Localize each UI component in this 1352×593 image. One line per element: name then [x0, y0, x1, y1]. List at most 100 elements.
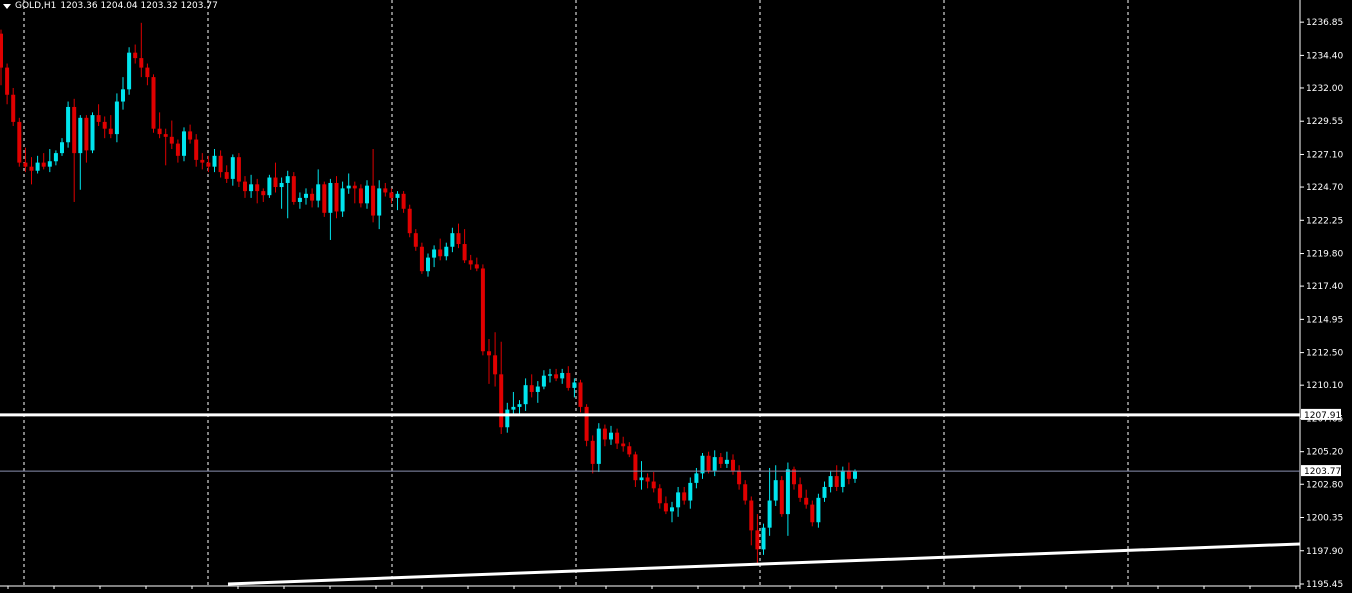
symbol-label: GOLD,H1	[15, 1, 57, 11]
candle-bear	[200, 153, 205, 170]
chart-header: GOLD,H1 1203.36 1204.04 1203.32 1203.77	[3, 0, 218, 12]
candle-body	[602, 428, 607, 440]
candle-body	[291, 176, 296, 202]
candle-body	[383, 188, 388, 193]
candle-bear	[755, 514, 760, 565]
candle-bear	[474, 257, 479, 272]
candle-bear	[846, 462, 851, 485]
candle-bear	[224, 165, 229, 183]
candle-body	[645, 477, 650, 482]
candle-body	[596, 428, 601, 464]
candle-bull	[828, 470, 833, 493]
candles	[0, 22, 857, 565]
candle-body	[206, 162, 211, 167]
candle-body	[480, 268, 485, 352]
candle-bull	[249, 174, 254, 198]
candle-body	[426, 257, 430, 272]
candle-body	[285, 176, 290, 183]
candle-body	[554, 374, 559, 379]
price-tick-label: 1212.50	[1306, 349, 1343, 359]
candle-bull	[572, 378, 577, 398]
candle-body	[53, 153, 58, 162]
candle-body	[127, 52, 132, 90]
candle-body	[334, 182, 339, 212]
candle-body	[47, 161, 52, 167]
candle-body	[169, 136, 174, 144]
price-tick-label: 1200.35	[1306, 514, 1343, 524]
candle-bear	[163, 128, 168, 166]
candle-bear	[407, 204, 412, 238]
candle-bull	[212, 149, 217, 173]
candle-body	[663, 503, 668, 512]
candle-body	[560, 372, 565, 379]
candle-bear	[456, 223, 461, 249]
candle-body	[499, 374, 504, 428]
candle-bull	[444, 242, 449, 261]
candle-body	[413, 233, 418, 247]
candle-body	[694, 473, 699, 483]
candle-body	[407, 208, 412, 234]
candle-body	[737, 470, 742, 485]
candle-bear	[627, 442, 632, 458]
candle-body	[108, 128, 113, 135]
candle-bear	[810, 500, 815, 527]
candle-bull	[523, 378, 528, 411]
candle-body	[200, 159, 205, 163]
chevron-down-icon[interactable]	[3, 3, 11, 9]
candle-body	[151, 77, 156, 129]
candle-bear	[633, 451, 638, 487]
candle-bear	[718, 453, 723, 468]
candle-bull	[505, 402, 510, 433]
candle-bull	[182, 127, 186, 162]
candle-bear	[310, 188, 315, 208]
candle-body	[0, 33, 3, 68]
candle-bear	[175, 139, 180, 163]
candle-body	[718, 457, 723, 464]
price-tick-label: 1229.55	[1306, 117, 1343, 127]
price-axis[interactable]: 1236.85 1234.40 1232.00 1229.55 1227.10 1224.…	[1300, 18, 1343, 590]
price-tick-label: 1210.10	[1306, 381, 1343, 391]
candle-bear	[645, 473, 650, 489]
candle-body	[657, 488, 662, 504]
candle-bear	[578, 379, 583, 413]
candle-bear	[243, 176, 247, 198]
bid-price-label: 1203.77	[1304, 467, 1341, 477]
candle-body	[35, 162, 40, 171]
candle-bear	[529, 374, 534, 398]
candle-body	[511, 406, 516, 410]
candle-bear	[169, 120, 174, 150]
candle-body	[304, 193, 308, 198]
candle-bull	[560, 368, 565, 384]
ohlc-readout: 1203.36 1204.04 1203.32 1203.77	[60, 1, 218, 11]
candle-bull	[670, 501, 674, 523]
candle-body	[627, 446, 632, 455]
candle-bear	[139, 22, 144, 78]
candle-body	[230, 157, 235, 179]
candle-body	[84, 117, 89, 151]
hline-price-label: 1207.91	[1304, 411, 1341, 421]
candle-body	[828, 476, 833, 487]
candle-body	[23, 162, 28, 167]
candle-body	[212, 155, 217, 167]
candle-body	[517, 404, 522, 407]
candle-body	[846, 470, 851, 479]
price-tick-label: 1214.95	[1306, 315, 1343, 325]
candle-bear	[358, 184, 363, 208]
trend-line[interactable]	[227, 542, 1301, 586]
candle-body	[29, 166, 34, 171]
candle-body	[182, 131, 186, 156]
candle-bear	[615, 428, 620, 449]
candle-bear	[352, 181, 357, 204]
candle-bear	[0, 29, 3, 86]
candle-bear	[554, 368, 559, 382]
candle-bear	[273, 162, 278, 193]
candle-bear	[487, 339, 491, 384]
candle-body	[175, 143, 180, 156]
candle-body	[724, 459, 729, 464]
candle-bull	[426, 253, 430, 277]
candle-bull	[548, 368, 552, 383]
candle-body	[609, 432, 613, 440]
candle-bear	[743, 480, 748, 505]
